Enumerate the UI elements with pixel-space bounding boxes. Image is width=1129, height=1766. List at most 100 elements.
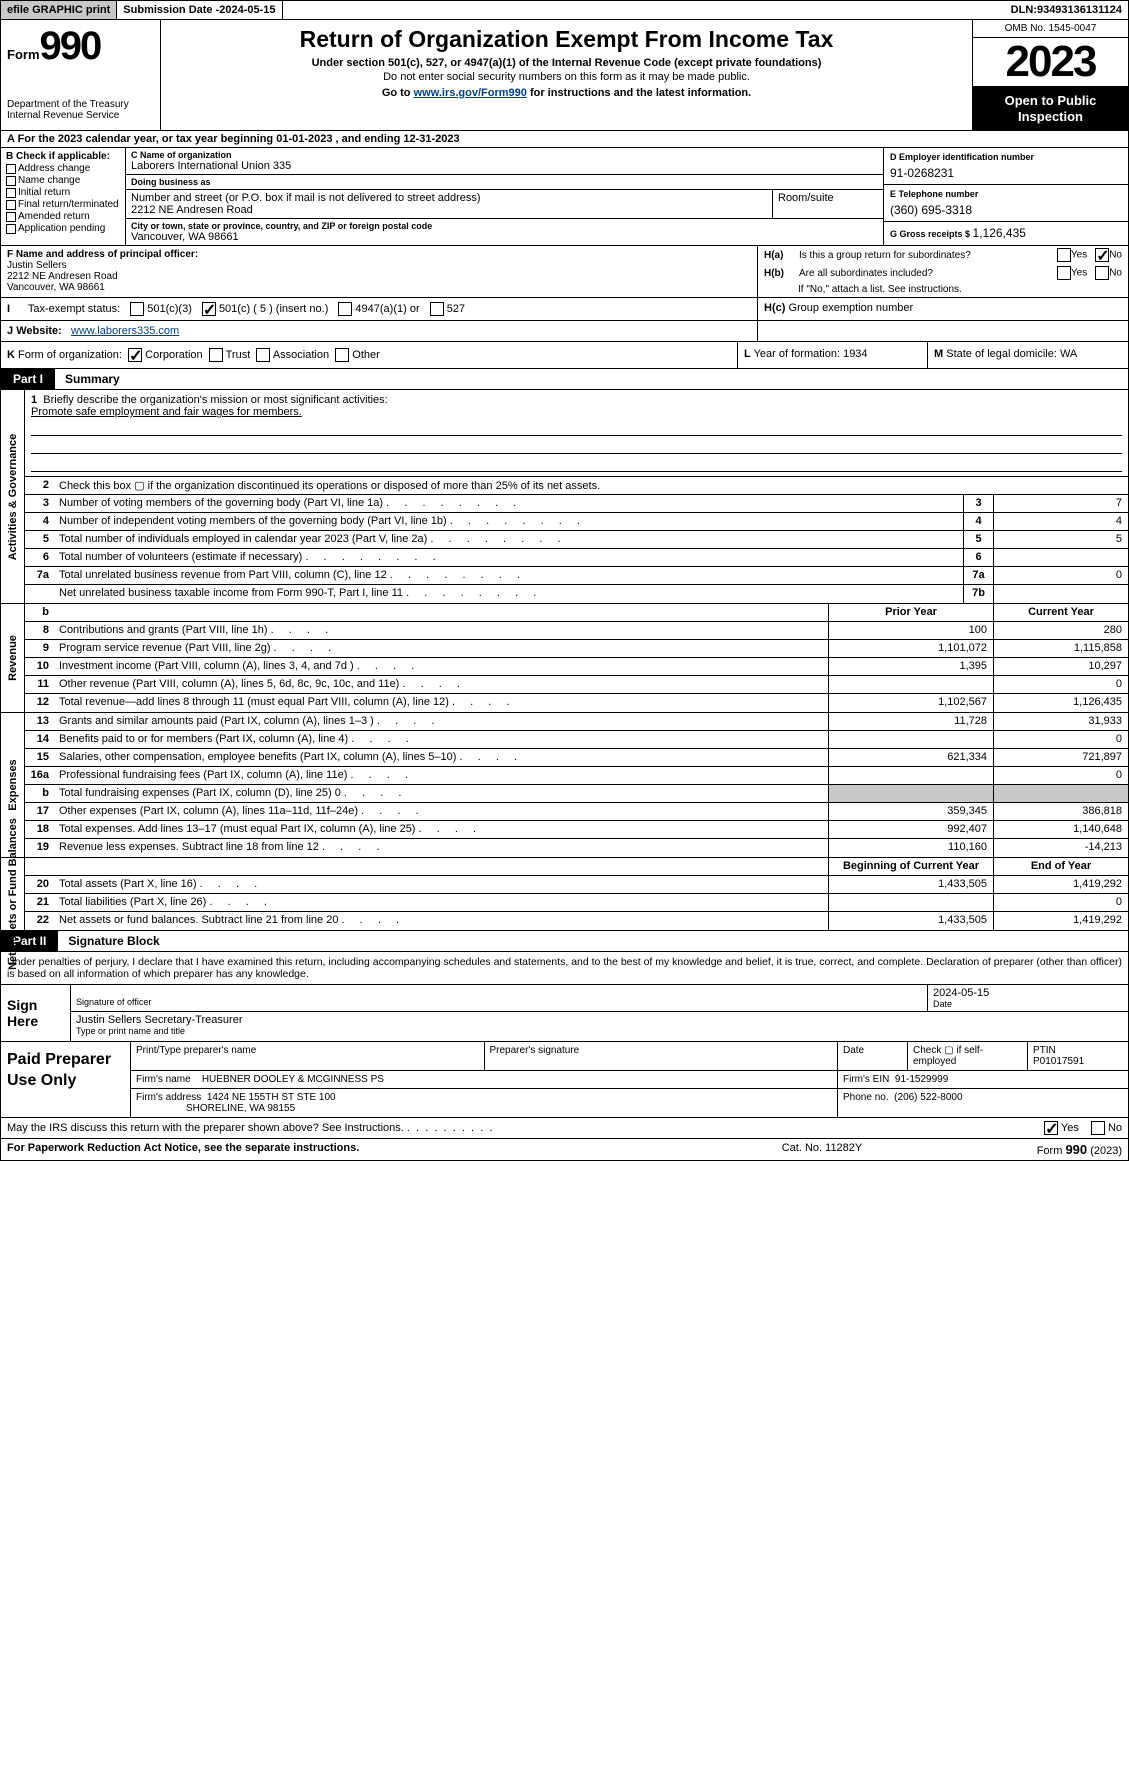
opt-label: 4947(a)(1) or [355, 303, 419, 315]
chk-name-change[interactable]: Name change [6, 175, 120, 186]
opt-label: 527 [447, 303, 465, 315]
dots: . . . . . . . . . . [407, 1122, 493, 1134]
col-current: 386,818 [993, 803, 1128, 820]
col-b-label: B Check if applicable: [6, 151, 120, 162]
ha-yes[interactable]: Yes [1057, 248, 1087, 262]
vtab-label: Revenue [7, 635, 19, 681]
gross-receipts-label: G Gross receipts $ [890, 229, 973, 239]
line-num [25, 585, 55, 603]
line-num: 19 [25, 839, 55, 857]
col-prior: 110,160 [828, 839, 993, 857]
irs-yes[interactable]: Yes [1044, 1121, 1079, 1135]
ha-no[interactable]: No [1095, 248, 1122, 262]
chk-app-pending[interactable]: Application pending [6, 223, 120, 234]
website-link[interactable]: www.laborers335.com [71, 325, 179, 337]
checkbox-icon [338, 302, 352, 316]
prep-selfemployed: Check ▢ if self-employed [908, 1042, 1028, 1070]
line-val: 4 [993, 513, 1128, 530]
col-prior: 1,101,072 [828, 640, 993, 657]
opt-501c3[interactable]: 501(c)(3) [130, 302, 192, 316]
hb-yes[interactable]: Yes [1057, 266, 1087, 280]
line-box: 6 [963, 549, 993, 566]
col-h-group: H(a) Is this a group return for subordin… [758, 246, 1128, 297]
checkbox-icon [6, 212, 16, 222]
chk-address-change[interactable]: Address change [6, 163, 120, 174]
opt-trust[interactable]: Trust [209, 349, 251, 361]
firm-phone-label: Phone no. [843, 1092, 889, 1103]
summary-row: 6Total number of volunteers (estimate if… [25, 549, 1128, 567]
opt-527[interactable]: 527 [430, 302, 465, 316]
yes-label: Yes [1061, 1122, 1079, 1134]
dln-value: 93493136131124 [1037, 4, 1122, 16]
firm-addr2: SHORELINE, WA 98155 [186, 1103, 295, 1114]
prep-name-label: Print/Type preparer's name [131, 1042, 485, 1070]
line-num: 4 [25, 513, 55, 530]
line-val [993, 585, 1128, 603]
ha-text: Is this a group return for subordinates? [799, 250, 1057, 261]
opt-4947a1[interactable]: 4947(a)(1) or [338, 302, 419, 316]
line-desc: Salaries, other compensation, employee b… [55, 749, 828, 766]
checkbox-icon [6, 188, 16, 198]
preparer-body: Print/Type preparer's name Preparer's si… [131, 1042, 1128, 1117]
dept-treasury: Department of the Treasury [7, 99, 154, 110]
summary-row: 11Other revenue (Part VIII, column (A), … [25, 676, 1128, 694]
section-expenses: Expenses 13Grants and similar amounts pa… [0, 713, 1129, 858]
header-left: Form990 Department of the Treasury Inter… [1, 20, 161, 130]
tax-exempt-status: I Tax-exempt status: 501(c)(3) 501(c) ( … [1, 298, 758, 320]
opt-other[interactable]: Other [335, 349, 380, 361]
vtab-label: Net Assets or Fund Balances [7, 818, 19, 970]
col-current: 1,140,648 [993, 821, 1128, 838]
header-desc [55, 604, 828, 621]
line-desc: Total number of volunteers (estimate if … [55, 549, 963, 566]
officer-name: Justin Sellers [7, 260, 751, 271]
j-key: J [7, 325, 13, 337]
chk-initial-return[interactable]: Initial return [6, 187, 120, 198]
chk-final-return[interactable]: Final return/terminated [6, 199, 120, 210]
line-num: 15 [25, 749, 55, 766]
mission-text: Promote safe employment and fair wages f… [31, 406, 1122, 418]
org-name-field: C Name of organization Laborers Internat… [126, 148, 883, 175]
summary-row: 14Benefits paid to or for members (Part … [25, 731, 1128, 749]
line-desc: Program service revenue (Part VIII, line… [55, 640, 828, 657]
col-prior: 11,728 [828, 713, 993, 730]
part1-title: Summary [55, 369, 130, 389]
street-field: Number and street (or P.O. box if mail i… [126, 190, 773, 218]
year-formation: L Year of formation: 1934 [738, 342, 928, 368]
open-public-1: Open to Public [977, 93, 1124, 109]
hb-no[interactable]: No [1095, 266, 1122, 280]
col-prior: 1,433,505 [828, 912, 993, 930]
line-val: 0 [993, 567, 1128, 584]
irs-discuss-row: May the IRS discuss this return with the… [0, 1118, 1129, 1139]
line-num: 14 [25, 731, 55, 748]
summary-row: 9Program service revenue (Part VIII, lin… [25, 640, 1128, 658]
goto-link[interactable]: www.irs.gov/Form990 [414, 87, 527, 99]
j-right-empty [758, 321, 1128, 341]
officer-street: 2212 NE Andresen Road [7, 271, 751, 282]
col-current: 1,419,292 [993, 912, 1128, 930]
line-box: 3 [963, 495, 993, 512]
line-desc: Investment income (Part VIII, column (A)… [55, 658, 828, 675]
chk-amended-return[interactable]: Amended return [6, 211, 120, 222]
tax-year-end: 12-31-2023 [403, 133, 459, 145]
irs-no[interactable]: No [1091, 1121, 1122, 1135]
checkbox-icon [430, 302, 444, 316]
opt-corporation[interactable]: Corporation [128, 349, 203, 361]
col-prior [828, 731, 993, 748]
opt-501c[interactable]: 501(c) ( 5 ) (insert no.) [202, 302, 328, 316]
opt-label: 501(c) ( 5 ) (insert no.) [219, 303, 328, 315]
firm-addr1: 1424 NE 155TH ST STE 100 [207, 1092, 336, 1103]
checkbox-checked-icon [202, 302, 216, 316]
efile-label: efile GRAPHIC print [1, 1, 117, 19]
line-num: 3 [25, 495, 55, 512]
submission-date-value: 2024-05-15 [219, 4, 275, 16]
officer-label: F Name and address of principal officer: [7, 249, 198, 260]
irs-discuss-q: May the IRS discuss this return with the… [7, 1122, 1044, 1134]
checkbox-icon [6, 200, 16, 210]
hc-key: H(c) [764, 302, 785, 314]
page-footer: For Paperwork Reduction Act Notice, see … [0, 1139, 1129, 1161]
part1-label: Part I [1, 369, 55, 389]
row-i: I Tax-exempt status: 501(c)(3) 501(c) ( … [0, 298, 1129, 321]
sig-date-cell: 2024-05-15 Date [928, 985, 1128, 1011]
line-num: 18 [25, 821, 55, 838]
opt-association[interactable]: Association [256, 349, 329, 361]
